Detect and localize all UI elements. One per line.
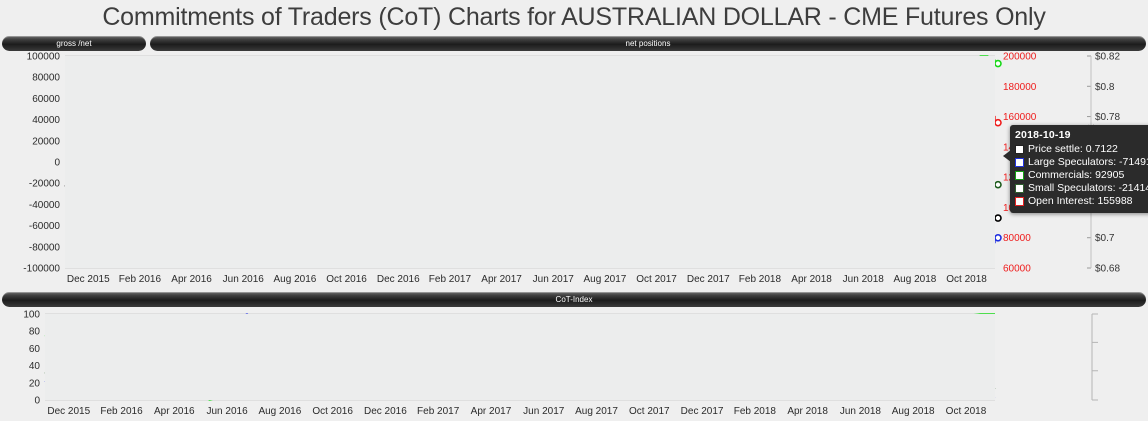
series-endpoint-small-speculators <box>994 180 1002 189</box>
cot-left-axis-tick: 20 <box>29 378 41 389</box>
x-axis-tick: Feb 2016 <box>119 274 162 285</box>
x-axis-tick: Feb 2017 <box>429 274 472 285</box>
series-endpoint-open-interest <box>994 118 1002 127</box>
cot-x-axis-tick: Jun 2017 <box>523 406 565 417</box>
x-axis-tick: Aug 2017 <box>584 274 627 285</box>
data-tooltip: 2018-10-19 Price settle: 0.7122 Large Spe… <box>1010 125 1148 213</box>
tooltip-row-label: Small Speculators: -21414 <box>1028 182 1148 194</box>
x-axis-tick: Apr 2017 <box>481 274 522 285</box>
x-axis-tick: Feb 2018 <box>739 274 782 285</box>
page-title: Commitments of Traders (CoT) Charts for … <box>102 3 1046 31</box>
cot-x-axis-tick: Feb 2016 <box>100 406 143 417</box>
left-axis-tick: -80000 <box>29 242 61 253</box>
x-axis-tick: Apr 2016 <box>171 274 212 285</box>
tooltip-swatch-icon <box>1015 158 1024 167</box>
cot-x-axis-tick: Feb 2018 <box>734 406 777 417</box>
left-axis-tick: -40000 <box>29 200 61 211</box>
price-axis-tick: $0.78 <box>1095 112 1120 123</box>
open-interest-axis-tick: 180000 <box>1003 82 1037 93</box>
x-axis-tick: Jun 2017 <box>533 274 575 285</box>
cot-x-axis-tick: Jun 2016 <box>207 406 249 417</box>
x-axis-tick: Oct 2016 <box>326 274 367 285</box>
tooltip-swatch-icon <box>1015 197 1024 206</box>
tooltip-swatch-icon <box>1015 171 1024 180</box>
cot-x-axis-tick: Oct 2016 <box>312 406 353 417</box>
left-axis-tick: 60000 <box>32 94 60 105</box>
price-axis-tick: $0.7 <box>1095 233 1115 244</box>
x-axis-tick: Oct 2018 <box>946 274 987 285</box>
cot-x-axis-tick: Aug 2016 <box>258 406 301 417</box>
tooltip-rows: Price settle: 0.7122 Large Speculators: -… <box>1015 143 1148 208</box>
left-axis-tick: -20000 <box>29 179 61 190</box>
tooltip-row-label: Commercials: 92905 <box>1028 169 1125 181</box>
net-positions-plot-area <box>65 56 995 268</box>
series-endpoint-large-speculators <box>994 233 1002 242</box>
tooltip-swatch-icon <box>1015 184 1024 193</box>
tab-net-positions[interactable]: net positions <box>150 36 1146 51</box>
left-axis-tick: 20000 <box>32 136 60 147</box>
cot-index-plot-area <box>45 314 995 400</box>
x-axis-tick: Dec 2015 <box>67 274 110 285</box>
x-axis-tick: Oct 2017 <box>636 274 677 285</box>
open-interest-axis-tick: 80000 <box>1003 233 1031 244</box>
cot-x-axis-tick: Feb 2017 <box>417 406 460 417</box>
series-endpoint-commercials <box>994 59 1002 68</box>
tooltip-row-label: Price settle: 0.7122 <box>1028 143 1118 155</box>
cot-x-axis-tick: Apr 2018 <box>787 406 828 417</box>
x-axis-tick: Jun 2018 <box>843 274 885 285</box>
x-axis-tick: Aug 2016 <box>274 274 317 285</box>
left-axis-tick: -100000 <box>23 264 60 275</box>
tooltip-swatch-icon <box>1015 145 1024 154</box>
price-axis-tick: $0.82 <box>1095 52 1120 63</box>
cot-x-axis-tick: Dec 2016 <box>364 406 407 417</box>
tooltip-arrow <box>1003 150 1011 162</box>
tooltip-row-label: Large Speculators: -71491 <box>1028 156 1148 168</box>
left-axis-tick: 80000 <box>32 73 60 84</box>
tab-gross-net[interactable]: gross /net <box>2 36 146 51</box>
tab-cot-index[interactable]: CoT-Index <box>2 292 1146 307</box>
cot-index-chart-panel: 100 80 60 40 20 0 Dec 2015 Feb 2016 Apr 2016 Jun … <box>0 308 1148 421</box>
cot-x-axis-tick: Aug 2017 <box>575 406 618 417</box>
x-axis-tick: Jun 2016 <box>223 274 265 285</box>
tooltip-row: Small Speculators: -21414 <box>1015 182 1148 195</box>
cot-x-axis-tick: Apr 2017 <box>471 406 512 417</box>
cot-left-axis-tick: 0 <box>34 396 40 407</box>
left-axis-tick: -60000 <box>29 221 61 232</box>
cot-x-axis-tick: Oct 2018 <box>946 406 987 417</box>
x-axis-tick: Dec 2017 <box>687 274 730 285</box>
cot-x-axis-tick: Jun 2018 <box>840 406 882 417</box>
open-interest-axis-tick: 200000 <box>1003 52 1037 63</box>
cot-left-axis-tick: 100 <box>23 310 40 321</box>
left-axis-tick: 0 <box>54 158 60 169</box>
open-interest-axis-tick: 60000 <box>1003 264 1031 275</box>
cot-left-axis-tick: 80 <box>29 327 41 338</box>
price-axis-tick: $0.68 <box>1095 264 1120 275</box>
open-interest-axis-tick: 160000 <box>1003 112 1037 123</box>
tooltip-row-label: Open Interest: 155988 <box>1028 195 1133 207</box>
net-positions-chart-panel: 100000 80000 60000 40000 20000 0 -20000 -40000-… <box>0 52 1148 290</box>
cot-x-axis-tick: Dec 2015 <box>47 406 90 417</box>
tooltip-date: 2018-10-19 <box>1015 129 1071 141</box>
cot-x-axis-tick: Oct 2017 <box>629 406 670 417</box>
tooltip-row: Commercials: 92905 <box>1015 169 1148 182</box>
left-axis-tick: 100000 <box>27 52 61 63</box>
cot-left-axis-tick: 40 <box>29 361 41 372</box>
price-axis-tick: $0.8 <box>1095 82 1115 93</box>
x-axis-tick: Dec 2016 <box>377 274 420 285</box>
cot-x-axis-tick: Dec 2017 <box>681 406 724 417</box>
cot-x-axis-tick: Aug 2018 <box>892 406 935 417</box>
x-axis-tick: Apr 2018 <box>791 274 832 285</box>
series-endpoint-price-settle <box>994 214 1002 222</box>
tooltip-row: Large Speculators: -71491 <box>1015 156 1148 169</box>
left-axis-tick: 40000 <box>32 115 60 126</box>
cot-x-axis-tick: Apr 2016 <box>154 406 195 417</box>
cot-left-axis-tick: 60 <box>29 344 41 355</box>
tooltip-row: Open Interest: 155988 <box>1015 195 1148 208</box>
x-axis-tick: Aug 2018 <box>894 274 937 285</box>
tooltip-row: Price settle: 0.7122 <box>1015 143 1148 156</box>
